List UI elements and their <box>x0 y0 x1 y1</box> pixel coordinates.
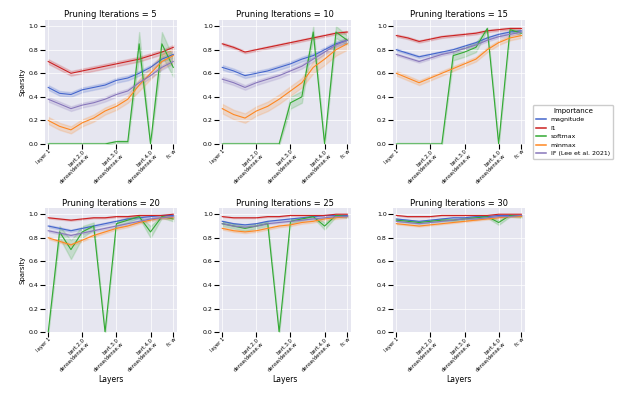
Y-axis label: Sparsity: Sparsity <box>20 256 26 284</box>
X-axis label: Layers: Layers <box>98 375 124 384</box>
Title: Pruning Iterations = 10: Pruning Iterations = 10 <box>236 11 333 19</box>
Legend: magnitude, l1, softmax, minmax, IF (Lee et al. 2021): magnitude, l1, softmax, minmax, IF (Lee … <box>533 104 613 160</box>
Title: Pruning Iterations = 15: Pruning Iterations = 15 <box>410 11 508 19</box>
X-axis label: Layers: Layers <box>446 375 472 384</box>
Title: Pruning Iterations = 30: Pruning Iterations = 30 <box>410 198 508 208</box>
Title: Pruning Iterations = 5: Pruning Iterations = 5 <box>65 11 157 19</box>
Title: Pruning Iterations = 20: Pruning Iterations = 20 <box>62 198 159 208</box>
X-axis label: Layers: Layers <box>272 375 298 384</box>
Y-axis label: Sparsity: Sparsity <box>20 68 26 96</box>
Title: Pruning Iterations = 25: Pruning Iterations = 25 <box>236 198 333 208</box>
